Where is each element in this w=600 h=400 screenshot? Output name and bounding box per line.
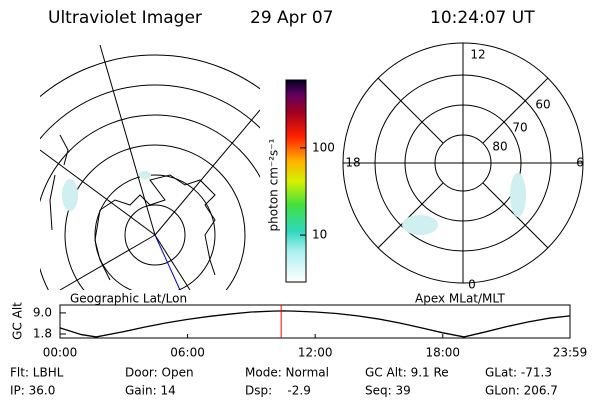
instrument: Ultraviolet Imager: [48, 8, 202, 28]
x-tick-label: 18:00: [425, 346, 460, 360]
info-field: Seq: 39: [365, 384, 411, 398]
y-axis-label: GC Alt: [11, 302, 25, 340]
alt-plot: [59, 304, 571, 339]
geo-map: [40, 45, 260, 290]
mlt-label: 0: [468, 278, 476, 292]
panel-label: Geographic Lat/Lon: [70, 292, 187, 306]
panel-label: Apex MLat/MLT: [415, 292, 505, 306]
time: 10:24:07 UT: [430, 8, 535, 28]
info-field: Door: Open: [125, 366, 194, 380]
colorbar-label: photon cm⁻²s⁻¹: [267, 138, 281, 231]
info-field: Flt: LBHL: [10, 366, 64, 380]
y-tick-label: 1.8: [33, 326, 52, 340]
x-tick-label: 06:00: [170, 346, 205, 360]
info-field: GLat: -71.3: [485, 366, 552, 380]
mlt-label: 18: [345, 156, 360, 170]
date: 29 Apr 07: [250, 8, 333, 28]
colorbar-tick-label: 10: [312, 228, 327, 242]
mlt-label: 12: [470, 48, 485, 62]
info-field: Dsp: -2.9: [245, 384, 311, 398]
y-tick-label: 9.0: [33, 305, 52, 319]
info-field: GLon: 206.7: [485, 384, 558, 398]
x-tick-label: 12:00: [298, 346, 333, 360]
lat-label: 70: [512, 121, 527, 135]
mlt-label: 6: [576, 156, 584, 170]
x-tick-label: 23:59: [553, 346, 588, 360]
info-field: IP: 36.0: [10, 384, 55, 398]
colorbar-tick-label: 100: [312, 140, 335, 154]
lat-label: 80: [492, 140, 507, 154]
info-field: Gain: 14: [125, 384, 176, 398]
info-field: GC Alt: 9.1 Re: [365, 366, 449, 380]
colorbar: [285, 79, 307, 283]
polar-grid: [342, 42, 584, 284]
info-field: Mode: Normal: [245, 366, 329, 380]
alt-line: [59, 310, 571, 338]
lat-label: 60: [535, 98, 550, 112]
x-tick-label: 00:00: [43, 346, 78, 360]
